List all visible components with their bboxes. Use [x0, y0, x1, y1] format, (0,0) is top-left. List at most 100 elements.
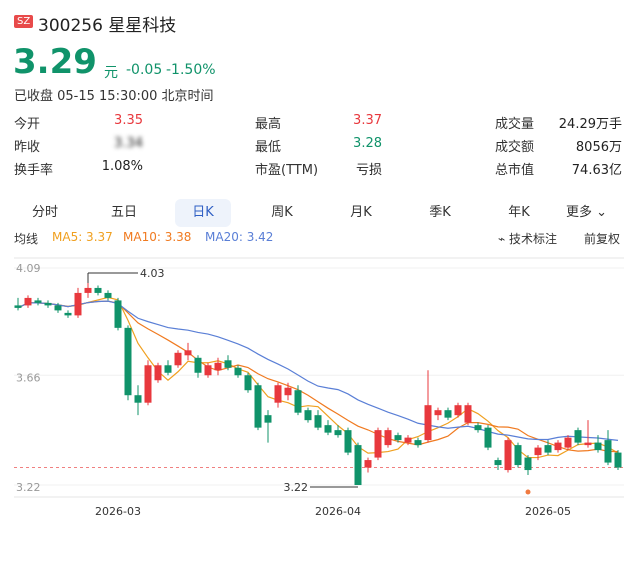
candle-body [224, 360, 232, 368]
tab[interactable]: 日K [175, 199, 231, 227]
ma-line [17, 300, 619, 441]
ma-line [17, 296, 619, 459]
adjust[interactable]: 前复权 [584, 232, 621, 246]
tab[interactable]: 更多 ⌄ [566, 205, 608, 220]
candle-body [344, 430, 352, 453]
candle-body [564, 437, 572, 448]
tab[interactable]: 周K [271, 205, 293, 220]
candle-body [304, 410, 312, 421]
stat-label: 市盈(TTM) [255, 163, 319, 178]
candle-body [44, 302, 52, 306]
candle-body [614, 452, 622, 468]
tab[interactable]: 月K [350, 205, 372, 220]
stat-label: 成交量 [495, 117, 535, 132]
candle-body [114, 300, 122, 328]
price: 3.29 [13, 42, 97, 82]
tab[interactable]: 年K [508, 205, 530, 220]
candle-body [464, 405, 472, 423]
candle-body [264, 415, 272, 423]
candle-body [574, 430, 582, 443]
candle-body [374, 430, 382, 458]
candle-body [404, 437, 412, 443]
candle-body [24, 297, 32, 306]
x-tick-label: 2026-03 [95, 505, 141, 518]
candle-body [214, 362, 222, 371]
candle-body [64, 312, 72, 316]
candle-body [244, 375, 252, 391]
candle-body [294, 390, 302, 413]
tech-mark[interactable]: ⌁ 技术标注 [498, 232, 558, 246]
stat-label: 最高 [255, 117, 282, 132]
candle-body [274, 385, 282, 403]
stat-label: 换手率 [14, 163, 54, 178]
candle-body [94, 287, 102, 293]
stat-label: 成交额 [495, 140, 535, 155]
tab[interactable]: 五日 [110, 205, 137, 220]
candle-body [424, 405, 432, 441]
candle-body [544, 445, 552, 453]
candle-body [284, 387, 292, 396]
price-unit: 元 [104, 65, 118, 81]
candle-body [54, 305, 62, 311]
candle-body [394, 435, 402, 441]
candle-body [524, 457, 532, 471]
candle-body [14, 305, 22, 308]
candle-body [154, 365, 162, 381]
stat-value: 8056万 [575, 140, 622, 155]
candle-body [434, 410, 442, 416]
candle-body [514, 445, 522, 466]
low-label: 3.22 [284, 481, 309, 494]
candle-body [184, 350, 192, 356]
tech-mark-text[interactable]: 技术标注 [509, 232, 558, 246]
candle-body [84, 287, 92, 293]
candle-body [134, 395, 142, 403]
candle-body [234, 367, 242, 376]
candle-body [364, 460, 372, 468]
change-pct: -1.50% [166, 62, 216, 78]
ma10-label: MA10: 3.38 [123, 230, 192, 244]
stock-name: 星星科技 [108, 16, 177, 36]
candle-body [164, 365, 172, 373]
stat-value: 3.35 [114, 113, 143, 128]
high-label: 4.03 [140, 267, 165, 280]
x-tick-label: 2026-04 [315, 505, 361, 518]
stat-value: 3.37 [353, 113, 382, 128]
ma-line [17, 300, 619, 453]
stat-value: 74.63亿 [571, 163, 622, 178]
candle-body [414, 440, 422, 446]
stat-value: 3.34 [114, 136, 143, 151]
candle-body [194, 357, 202, 373]
status: 已收盘 05-15 15:30:00 北京时间 [14, 89, 214, 104]
candle-body [334, 430, 342, 436]
candle-body [554, 442, 562, 451]
tab[interactable]: 分时 [31, 205, 58, 220]
tab[interactable]: 季K [429, 205, 451, 220]
stat-value: 1.08% [101, 159, 143, 174]
stat-value: 3.28 [353, 136, 382, 151]
stat-value: 24.29万手 [558, 117, 622, 132]
candle-body [444, 410, 452, 418]
change: -0.05 [126, 62, 163, 78]
candle-body [104, 292, 112, 298]
y-tick-label: 3.22 [16, 481, 41, 494]
candle-body [34, 300, 42, 303]
stat-value: 亏损 [355, 163, 382, 178]
stat-label: 最低 [255, 140, 282, 155]
candle-body [144, 365, 152, 403]
stat-label: 昨收 [14, 140, 41, 155]
candle-body [474, 425, 482, 431]
stock-code: 300256 [38, 16, 103, 36]
x-tick-label: 2026-05 [525, 505, 571, 518]
candle-body [504, 440, 512, 471]
candle-body [494, 460, 502, 466]
candle-body [254, 385, 262, 428]
stat-label: 今开 [14, 117, 41, 132]
candle-body [174, 352, 182, 366]
ma20-label: MA20: 3.42 [205, 230, 274, 244]
candle-body [484, 427, 492, 448]
market-badge: SZ [14, 15, 34, 28]
candle-body [314, 415, 322, 428]
candle-body [204, 365, 212, 376]
candle-body [74, 292, 82, 316]
